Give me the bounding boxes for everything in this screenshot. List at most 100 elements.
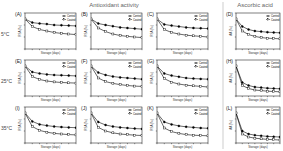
point: [53, 24, 55, 26]
point: [254, 134, 256, 136]
y-tick: [156, 37, 157, 38]
point: [260, 31, 262, 33]
panel: (D)Storage (days)AA (%)ControlCoated: [226, 11, 281, 55]
x-tick: [134, 96, 135, 97]
panel: (A)Storage (days)RSA (%)ControlCoated: [15, 11, 77, 55]
y-tick: [156, 96, 157, 97]
legend-entry: Control: [199, 14, 208, 18]
point: [126, 85, 128, 87]
y-tick: [235, 60, 236, 61]
legend-entry: Coated: [199, 18, 208, 22]
x-tick: [242, 96, 243, 97]
point: [236, 65, 237, 67]
x-label: Storage (days): [173, 145, 193, 149]
legend-marker: [267, 113, 268, 114]
point: [241, 85, 243, 87]
x-tick: [242, 143, 243, 144]
legend-marker: [129, 109, 130, 110]
point: [254, 89, 256, 91]
point: [68, 126, 70, 128]
point: [60, 133, 62, 135]
y-tick: [90, 60, 91, 61]
x-tick: [193, 49, 194, 50]
point: [260, 37, 262, 39]
point: [279, 38, 280, 40]
point: [60, 126, 62, 128]
point: [112, 82, 114, 84]
y-label: AA (%): [229, 73, 233, 82]
point: [266, 138, 268, 140]
point: [91, 65, 92, 67]
x-tick: [68, 143, 69, 144]
panel: (L)Storage (days)AA (%)ControlCoated: [226, 105, 281, 149]
x-tick: [200, 96, 201, 97]
point: [141, 135, 142, 137]
point: [178, 26, 180, 28]
row-label: 25°C: [1, 78, 13, 84]
point: [236, 18, 237, 20]
point: [157, 18, 158, 20]
series-line: [157, 113, 208, 136]
point: [273, 88, 275, 90]
point: [163, 73, 165, 75]
point: [53, 32, 55, 34]
y-tick: [156, 131, 157, 132]
y-tick: [90, 143, 91, 144]
panel: (I)Storage (days)RSA (%)ControlCoated: [15, 105, 77, 149]
point: [134, 78, 136, 80]
panel: (E)Storage (days)RSA (%)ControlCoated: [15, 58, 77, 102]
point: [273, 38, 275, 40]
legend-line: [194, 16, 198, 17]
point: [60, 74, 62, 76]
point: [46, 131, 48, 133]
point: [53, 126, 55, 128]
point: [31, 22, 33, 24]
point: [97, 27, 99, 29]
legend-entry: Control: [133, 61, 142, 65]
point: [200, 85, 202, 87]
y-tick: [156, 119, 157, 120]
point: [266, 87, 268, 89]
point: [53, 74, 55, 76]
legend-line: [128, 110, 132, 111]
legend-entry: Control: [271, 14, 280, 18]
data-group: [25, 18, 76, 36]
x-tick: [273, 96, 274, 97]
y-tick: [24, 60, 25, 61]
x-tick: [91, 143, 92, 144]
x-tick: [273, 143, 274, 144]
x-tick: [61, 49, 62, 50]
point: [105, 31, 107, 33]
point: [97, 77, 99, 79]
point: [112, 76, 114, 78]
legend-marker: [129, 19, 130, 20]
legend-marker: [195, 15, 196, 16]
point: [171, 81, 173, 83]
point: [46, 80, 48, 82]
point: [241, 30, 243, 32]
legend-entry: Coated: [199, 65, 208, 69]
y-tick: [235, 107, 236, 108]
point: [25, 18, 26, 20]
legend-line: [62, 113, 66, 114]
point: [97, 72, 99, 74]
x-tick: [193, 143, 194, 144]
header: Ascorbic acid: [237, 2, 273, 8]
plot-frame: [25, 107, 76, 143]
point: [119, 126, 121, 128]
point: [185, 84, 187, 86]
point: [46, 125, 48, 127]
legend-entry: Control: [199, 108, 208, 112]
legend-line: [194, 63, 198, 64]
series-line: [236, 19, 280, 39]
point: [157, 112, 158, 114]
figure: Antioxidant activityAscorbic acid5°C25°C…: [0, 0, 283, 151]
point: [39, 23, 41, 25]
point: [119, 26, 121, 28]
point: [266, 31, 268, 33]
point: [185, 26, 187, 28]
plot-frame: [91, 107, 142, 143]
y-tick: [156, 84, 157, 85]
point: [279, 139, 280, 141]
point: [112, 126, 114, 128]
